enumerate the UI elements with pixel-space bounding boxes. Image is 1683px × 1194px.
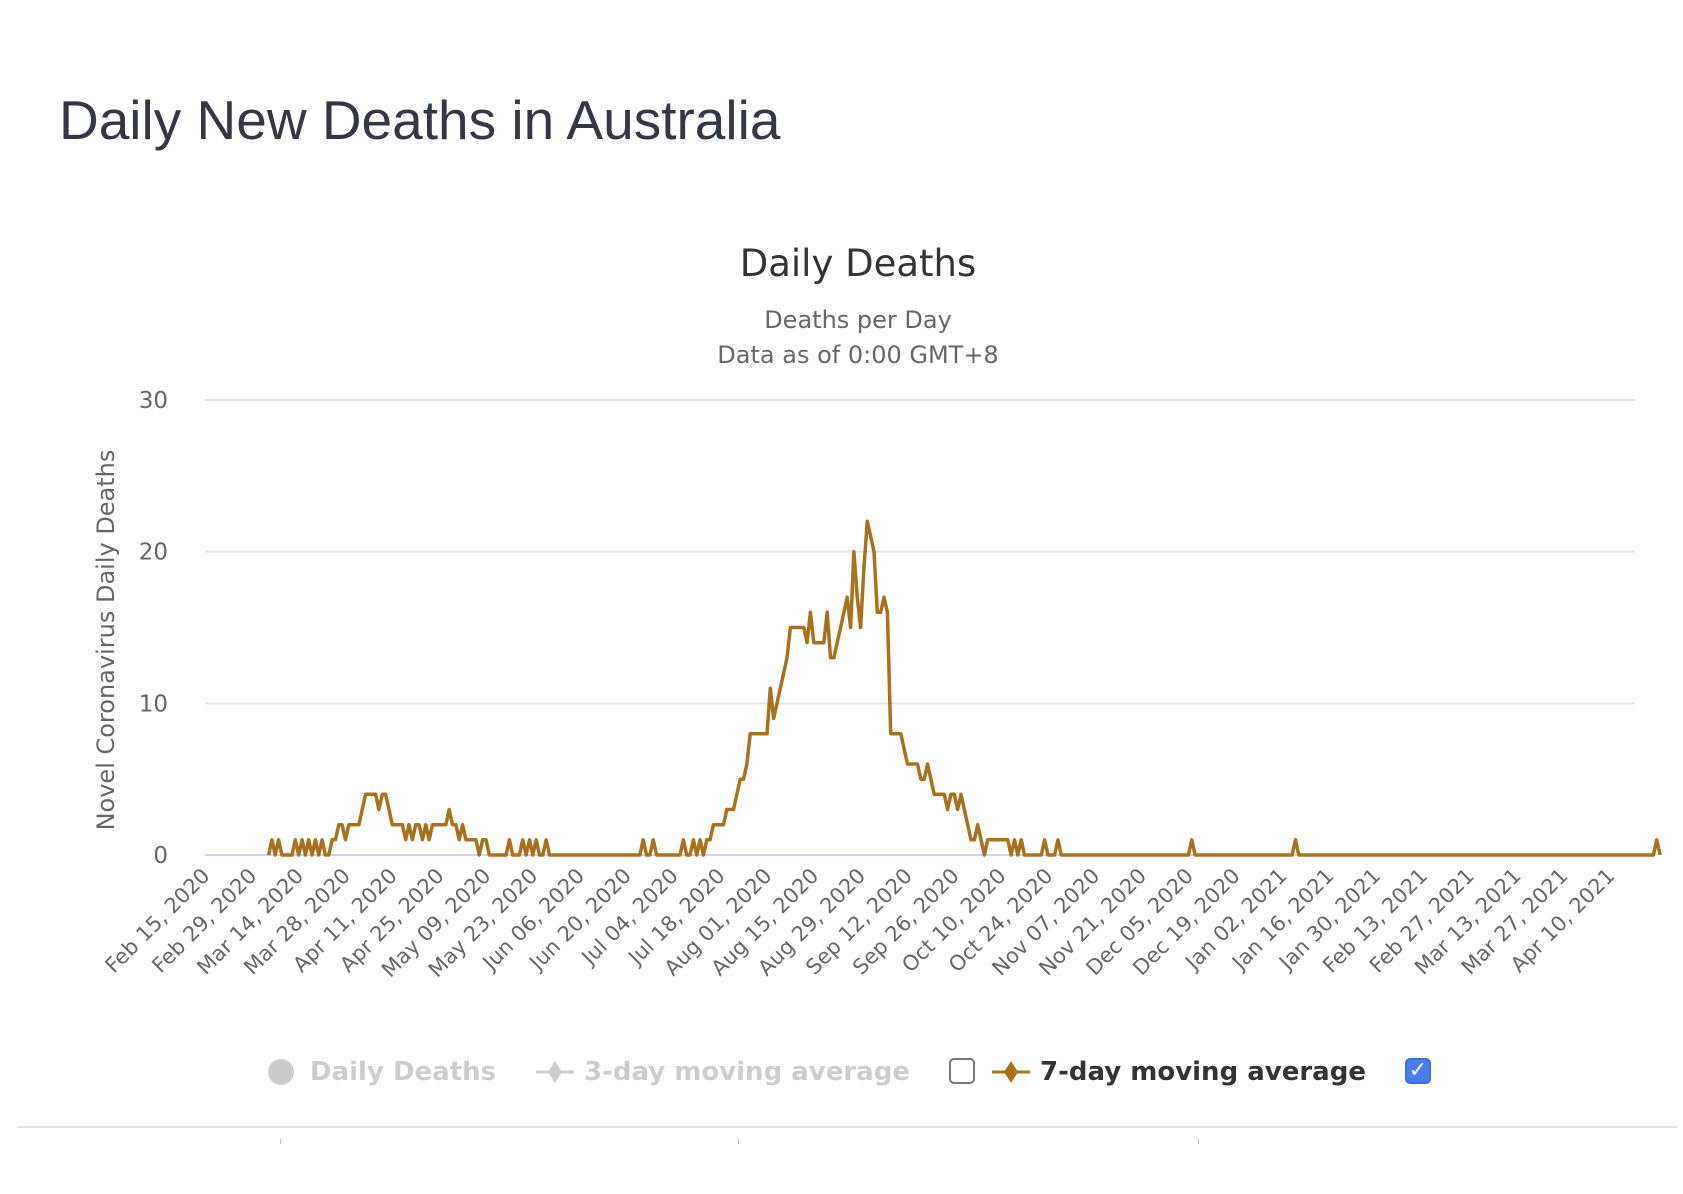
section-divider xyxy=(17,1126,1677,1128)
legend-label-3-day-average: 3-day moving average xyxy=(584,1057,910,1087)
legend-item-daily-deaths[interactable]: Daily Deaths xyxy=(266,1050,496,1094)
chart-title: Daily Deaths xyxy=(740,242,977,285)
series-line-7-day-average[interactable] xyxy=(266,519,1662,857)
legend-item-3-day-average[interactable]: 3-day moving average xyxy=(536,1050,910,1094)
chart-subtitle-date: Data as of 0:00 GMT+8 xyxy=(717,341,998,369)
page-title: Daily New Deaths in Australia xyxy=(59,89,781,151)
y-tick-label: 20 xyxy=(139,540,168,566)
chart-subtitle: Deaths per Day xyxy=(764,306,952,334)
divider-tick xyxy=(738,1139,739,1144)
y-tick-label: 30 xyxy=(139,388,168,414)
y-tick-label: 0 xyxy=(153,843,168,869)
divider-tick xyxy=(280,1139,281,1144)
divider-tick xyxy=(1198,1139,1199,1144)
checkmark-icon: ✓ xyxy=(1408,1058,1428,1083)
checkbox-7-day-average[interactable]: ✓ xyxy=(1405,1058,1431,1084)
y-axis-title: Novel Coronavirus Daily Deaths xyxy=(92,450,120,831)
legend-label-7-day-average: 7-day moving average xyxy=(1040,1057,1366,1087)
line-diamond-marker-icon xyxy=(992,1061,1030,1083)
chart-legend: Daily Deaths 3-day moving average 7-day … xyxy=(0,1050,1683,1100)
legend-label-daily-deaths: Daily Deaths xyxy=(310,1057,497,1087)
checkbox-3-day-average[interactable] xyxy=(949,1058,975,1084)
y-tick-label: 10 xyxy=(139,691,168,717)
line-diamond-marker-icon xyxy=(536,1061,574,1083)
circle-marker-icon xyxy=(268,1059,294,1085)
legend-item-7-day-average[interactable]: 7-day moving average xyxy=(992,1050,1366,1094)
